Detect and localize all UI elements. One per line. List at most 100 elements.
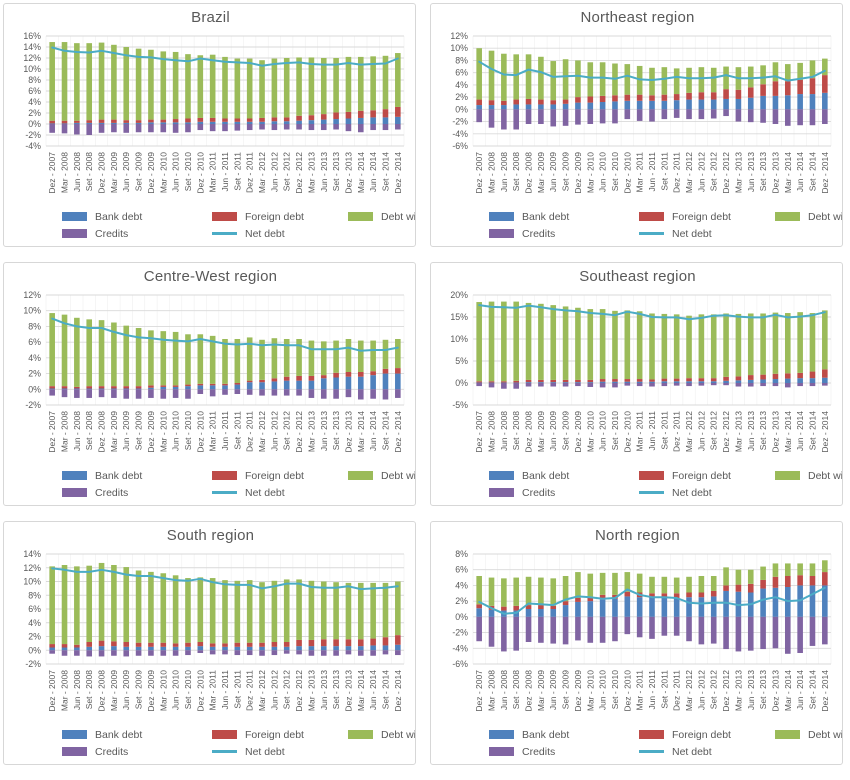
svg-text:Jun - 2013: Jun - 2013 — [319, 411, 329, 451]
svg-text:Set - 2010: Set - 2010 — [610, 670, 620, 709]
legend-label: Foreign debt — [245, 469, 304, 482]
foreign-debt-swatch-icon — [639, 730, 664, 739]
svg-text:Dez - 2012: Dez - 2012 — [721, 670, 731, 712]
svg-text:Mar - 2014: Mar - 2014 — [783, 670, 793, 711]
svg-text:6%: 6% — [455, 565, 468, 575]
svg-text:Dez - 2009: Dez - 2009 — [146, 670, 156, 712]
legend-item-net-debt: Net debt — [212, 228, 348, 240]
legend-label: Foreign debt — [672, 728, 731, 741]
svg-text:2%: 2% — [455, 92, 468, 102]
svg-text:Jun - 2009: Jun - 2009 — [548, 411, 558, 451]
svg-text:Jun - 2009: Jun - 2009 — [121, 152, 131, 192]
svg-text:Set - 2011: Set - 2011 — [659, 411, 669, 450]
svg-text:2%: 2% — [28, 369, 41, 379]
svg-text:Mar - 2012: Mar - 2012 — [257, 670, 267, 711]
svg-text:-6%: -6% — [452, 659, 468, 669]
net-debt-line-swatch-icon — [212, 491, 237, 494]
legend-label: Foreign debt — [245, 210, 304, 223]
svg-text:Mar - 2013: Mar - 2013 — [306, 411, 316, 452]
legend-item-bank-debt: Bank debt — [62, 470, 212, 482]
legend-label: Net debt — [245, 745, 285, 758]
svg-text:Mar - 2014: Mar - 2014 — [356, 411, 366, 452]
svg-text:Set - 2013: Set - 2013 — [758, 152, 768, 191]
svg-text:Mar - 2008: Mar - 2008 — [487, 152, 497, 193]
fed-govt-debt-swatch-icon — [348, 471, 373, 480]
legend-item-fed-govt-debt: Debt with the Fed. Go vt. — [348, 729, 415, 741]
svg-text:Mar - 2008: Mar - 2008 — [487, 670, 497, 711]
svg-text:Mar - 2010: Mar - 2010 — [158, 411, 168, 452]
svg-text:Dez - 2007: Dez - 2007 — [474, 152, 484, 194]
svg-text:Mar - 2011: Mar - 2011 — [635, 411, 645, 452]
svg-text:Mar - 2012: Mar - 2012 — [684, 411, 694, 452]
legend-label: Debt with the Fed. Go vt. — [808, 469, 843, 482]
svg-text:Jun - 2008: Jun - 2008 — [499, 152, 509, 192]
svg-text:8%: 8% — [455, 55, 468, 65]
svg-text:Mar - 2011: Mar - 2011 — [208, 670, 218, 711]
fed-govt-debt-swatch-icon — [348, 212, 373, 221]
svg-text:Jun - 2009: Jun - 2009 — [121, 670, 131, 710]
svg-text:Jun - 2013: Jun - 2013 — [319, 152, 329, 192]
credits-swatch-icon — [489, 488, 514, 497]
chart-panel-southeast: Southeast region -5% 0% 5% 10% 15% 20% Dez - 2… — [430, 262, 843, 506]
svg-text:Set - 2010: Set - 2010 — [183, 411, 193, 450]
svg-text:0%: 0% — [28, 384, 41, 394]
svg-text:Jun - 2008: Jun - 2008 — [72, 411, 82, 451]
svg-text:Dez - 2012: Dez - 2012 — [294, 670, 304, 712]
svg-text:Set - 2013: Set - 2013 — [331, 152, 341, 191]
svg-text:Mar - 2010: Mar - 2010 — [585, 152, 595, 193]
svg-text:Dez - 2011: Dez - 2011 — [245, 411, 255, 452]
svg-text:Jun - 2011: Jun - 2011 — [647, 152, 657, 192]
svg-text:Set - 2012: Set - 2012 — [709, 411, 719, 450]
svg-text:5%: 5% — [455, 356, 468, 366]
legend-label: Foreign debt — [245, 728, 304, 741]
svg-text:Set - 2009: Set - 2009 — [561, 411, 571, 450]
bank-debt-swatch-icon — [62, 212, 87, 221]
foreign-debt-swatch-icon — [639, 471, 664, 480]
legend-label: Debt with the Fed. Go vt. — [381, 210, 416, 223]
legend-item-net-debt: Net debt — [639, 487, 775, 499]
svg-text:15%: 15% — [450, 312, 468, 322]
legend-item-foreign-debt: Foreign debt — [639, 211, 775, 223]
legend-item-net-debt: Net debt — [639, 746, 775, 758]
svg-text:Set - 2011: Set - 2011 — [232, 411, 242, 450]
svg-text:4%: 4% — [28, 618, 41, 628]
svg-text:10%: 10% — [450, 334, 468, 344]
svg-text:Jun - 2010: Jun - 2010 — [598, 152, 608, 192]
svg-text:-2%: -2% — [452, 117, 468, 127]
svg-text:Set - 2013: Set - 2013 — [758, 411, 768, 450]
svg-text:Mar - 2010: Mar - 2010 — [585, 411, 595, 452]
svg-text:Dez - 2008: Dez - 2008 — [524, 152, 534, 194]
legend-row: Bank debt Foreign debt Debt with the Fed… — [489, 467, 842, 484]
svg-text:0%: 0% — [455, 612, 468, 622]
svg-text:0%: 0% — [28, 119, 41, 129]
svg-text:Set - 2008: Set - 2008 — [84, 670, 94, 709]
svg-text:Mar - 2008: Mar - 2008 — [60, 411, 70, 452]
svg-text:Dez - 2013: Dez - 2013 — [770, 152, 780, 194]
svg-text:Mar - 2013: Mar - 2013 — [733, 411, 743, 452]
svg-text:Dez - 2007: Dez - 2007 — [47, 670, 57, 712]
svg-text:Jun - 2013: Jun - 2013 — [746, 152, 756, 192]
legend-label: Debt with the Fed. Go vt. — [381, 469, 416, 482]
svg-text:Dez - 2008: Dez - 2008 — [97, 152, 107, 194]
legend: Bank debt Foreign debt Debt with the Fed… — [489, 726, 842, 760]
legend-row: Credits Net debt — [489, 743, 838, 760]
svg-text:Set - 2010: Set - 2010 — [183, 670, 193, 709]
svg-text:Jun - 2010: Jun - 2010 — [171, 411, 181, 451]
southeast-chart-plot: -5%0%5%10%15%20%Dez - 2007 Mar - 2008 Jun … — [450, 290, 832, 453]
svg-text:Dez - 2014: Dez - 2014 — [820, 152, 830, 194]
svg-text:4%: 4% — [28, 353, 41, 363]
svg-text:16%: 16% — [23, 31, 41, 41]
svg-text:Jun - 2013: Jun - 2013 — [319, 670, 329, 710]
svg-text:Mar - 2009: Mar - 2009 — [109, 670, 119, 711]
legend-item-credits: Credits — [62, 746, 212, 758]
svg-text:Set - 2010: Set - 2010 — [610, 152, 620, 191]
svg-text:12%: 12% — [23, 563, 41, 573]
legend-item-foreign-debt: Foreign debt — [212, 729, 348, 741]
svg-text:Jun - 2014: Jun - 2014 — [368, 152, 378, 192]
legend-label: Debt with the Fed. Go vt. — [808, 210, 843, 223]
svg-text:0%: 0% — [28, 645, 41, 655]
chart-title-north: North region — [595, 527, 680, 544]
svg-text:8%: 8% — [28, 75, 41, 85]
svg-text:Mar - 2012: Mar - 2012 — [684, 670, 694, 711]
svg-text:Mar - 2014: Mar - 2014 — [783, 152, 793, 193]
